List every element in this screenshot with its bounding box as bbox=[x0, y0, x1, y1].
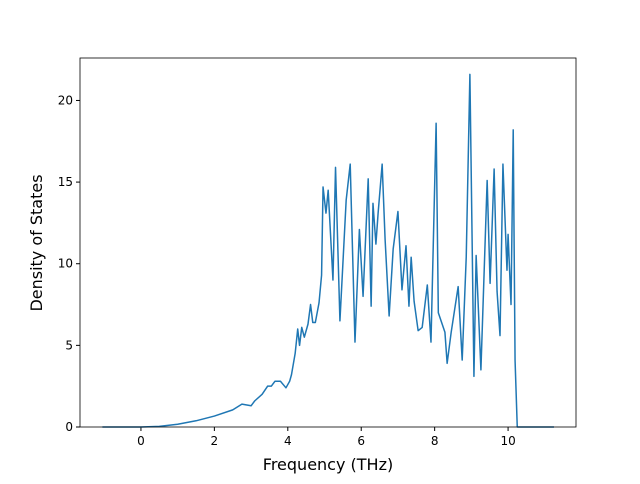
y-tick-label: 0 bbox=[65, 420, 73, 434]
x-tick-label: 4 bbox=[284, 434, 292, 448]
plot-frame bbox=[79, 57, 577, 428]
y-tick-label: 15 bbox=[58, 175, 73, 189]
x-tick-label: 8 bbox=[431, 434, 439, 448]
y-axis-label: Density of States bbox=[27, 174, 46, 311]
x-tick-label: 6 bbox=[357, 434, 365, 448]
x-tick-label: 10 bbox=[500, 434, 515, 448]
y-tick-label: 10 bbox=[58, 257, 73, 271]
x-tick-label: 2 bbox=[211, 434, 219, 448]
y-tick-label: 20 bbox=[58, 93, 73, 107]
data-line bbox=[102, 73, 554, 428]
x-tick-label: 0 bbox=[137, 434, 145, 448]
x-axis-label: Frequency (THz) bbox=[263, 455, 393, 474]
y-tick-label: 5 bbox=[65, 338, 73, 352]
